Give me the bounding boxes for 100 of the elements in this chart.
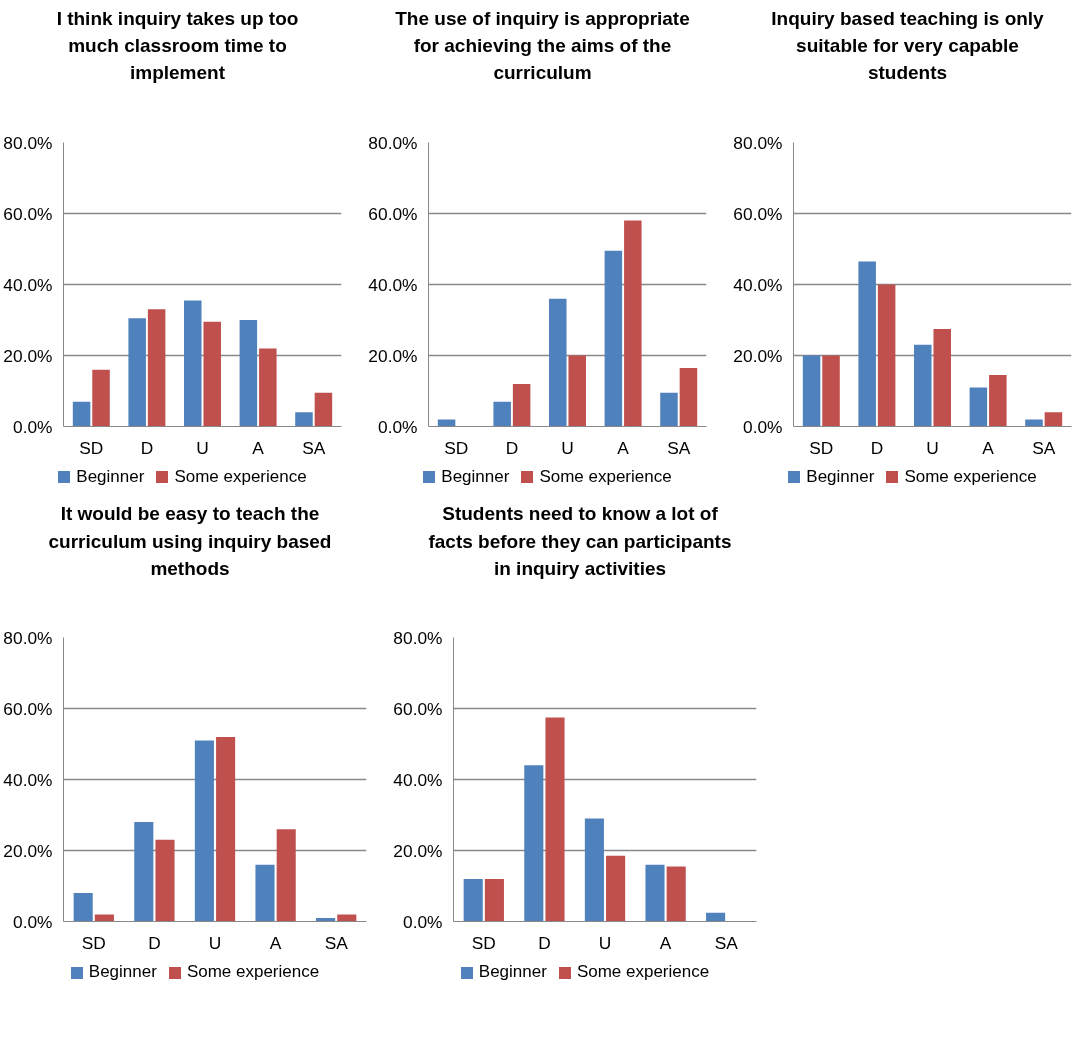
x-tick-label: D xyxy=(148,932,161,953)
y-tick-label: 60.0% xyxy=(733,203,783,224)
x-tick-label: SD xyxy=(444,437,469,458)
chart-title: Inquiry based teaching is only suitable for very capable students xyxy=(770,7,1045,86)
bar xyxy=(239,320,258,427)
bar xyxy=(604,250,623,427)
x-tick-label: D xyxy=(538,932,551,953)
bar xyxy=(706,913,726,922)
x-tick-label: D xyxy=(505,437,519,458)
y-tick-label: 0.0% xyxy=(378,416,418,437)
bar xyxy=(337,914,357,922)
bar xyxy=(549,298,567,427)
bar xyxy=(858,261,876,427)
y-tick-label: 0.0% xyxy=(743,416,783,437)
bar xyxy=(645,865,665,922)
y-tick-label: 0.0% xyxy=(403,911,443,932)
x-tick-label: U xyxy=(561,437,574,458)
x-tick-label: SA xyxy=(714,932,739,953)
chart-title: Students need to know a lot of facts before they can participants in inquiry activities xyxy=(427,502,733,581)
y-tick-label: 80.0% xyxy=(368,132,418,153)
bar xyxy=(1044,412,1063,427)
x-tick-label: A xyxy=(659,932,672,953)
bar xyxy=(822,355,840,427)
bar xyxy=(92,369,110,427)
bar xyxy=(255,865,275,922)
bar xyxy=(437,419,456,427)
bar xyxy=(72,401,91,427)
x-tick-label: SD xyxy=(471,932,496,953)
bar xyxy=(155,840,175,922)
bar xyxy=(989,375,1007,427)
bar xyxy=(203,321,221,427)
y-tick-label: 80.0% xyxy=(733,132,783,153)
x-tick-label: A xyxy=(252,437,265,458)
chart-title: The use of inquiry is appropriate for achieving the aims of the curriculum xyxy=(395,7,690,86)
legend-label: Beginner xyxy=(88,961,157,984)
y-tick-label: 40.0% xyxy=(393,769,443,790)
legend-label: Beginner xyxy=(76,466,145,488)
y-tick-label: 20.0% xyxy=(393,840,443,861)
bar xyxy=(524,765,544,922)
bar xyxy=(128,318,146,427)
bar xyxy=(802,355,821,427)
x-tick-label: SA xyxy=(302,437,326,458)
bar xyxy=(147,309,166,427)
bar xyxy=(1025,419,1043,427)
chart-title: It would be easy to teach the curriculum using inquiry based methods xyxy=(47,502,333,581)
bar xyxy=(484,879,504,922)
legend-label: Beginner xyxy=(806,466,875,488)
y-tick-label: 20.0% xyxy=(3,345,53,366)
x-tick-label: SA xyxy=(667,437,691,458)
bar xyxy=(584,818,604,922)
bar xyxy=(624,220,642,427)
bar xyxy=(134,822,154,922)
y-tick-label: 80.0% xyxy=(3,132,53,153)
bar xyxy=(568,355,586,427)
bar xyxy=(933,328,951,427)
y-tick-label: 20.0% xyxy=(368,345,418,366)
bar xyxy=(194,740,214,922)
y-tick-label: 40.0% xyxy=(3,274,53,295)
bar xyxy=(73,893,93,922)
bar xyxy=(666,866,686,922)
bar xyxy=(493,401,511,427)
x-tick-label: A xyxy=(982,437,995,458)
y-tick-label: 60.0% xyxy=(3,698,53,719)
x-tick-label: A xyxy=(617,437,630,458)
bar xyxy=(679,367,698,427)
bar xyxy=(276,829,296,922)
chart-title: I think inquiry takes up too much classroom time to implement xyxy=(55,7,300,86)
y-tick-label: 60.0% xyxy=(3,203,53,224)
y-tick-label: 80.0% xyxy=(3,627,53,648)
legend-label: Beginner xyxy=(478,961,547,984)
y-tick-label: 40.0% xyxy=(733,274,783,295)
bar xyxy=(660,392,678,427)
x-tick-label: SA xyxy=(1032,437,1056,458)
bar xyxy=(512,383,531,427)
legend-label: Beginner xyxy=(441,466,510,488)
y-tick-label: 20.0% xyxy=(733,345,783,366)
bar xyxy=(314,392,333,427)
bar xyxy=(295,412,313,427)
legend-label: Some experience xyxy=(174,466,307,488)
x-tick-label: D xyxy=(870,437,884,458)
x-tick-label: U xyxy=(208,932,222,953)
y-tick-label: 60.0% xyxy=(393,698,443,719)
legend-label: Some experience xyxy=(576,961,710,984)
y-tick-label: 80.0% xyxy=(393,627,443,648)
y-tick-label: 40.0% xyxy=(3,769,53,790)
x-tick-label: A xyxy=(269,932,282,953)
bar xyxy=(259,348,277,427)
x-tick-label: SA xyxy=(324,932,349,953)
y-tick-label: 60.0% xyxy=(368,203,418,224)
bar xyxy=(545,717,565,922)
bar xyxy=(606,856,626,922)
legend-label: Some experience xyxy=(904,466,1037,488)
y-tick-label: 20.0% xyxy=(3,840,53,861)
x-tick-label: U xyxy=(926,437,939,458)
bar xyxy=(216,737,236,922)
x-tick-label: SD xyxy=(81,932,106,953)
bar xyxy=(184,300,202,427)
bar xyxy=(877,284,896,427)
bar xyxy=(969,387,988,427)
legend-label: Some experience xyxy=(539,466,672,488)
